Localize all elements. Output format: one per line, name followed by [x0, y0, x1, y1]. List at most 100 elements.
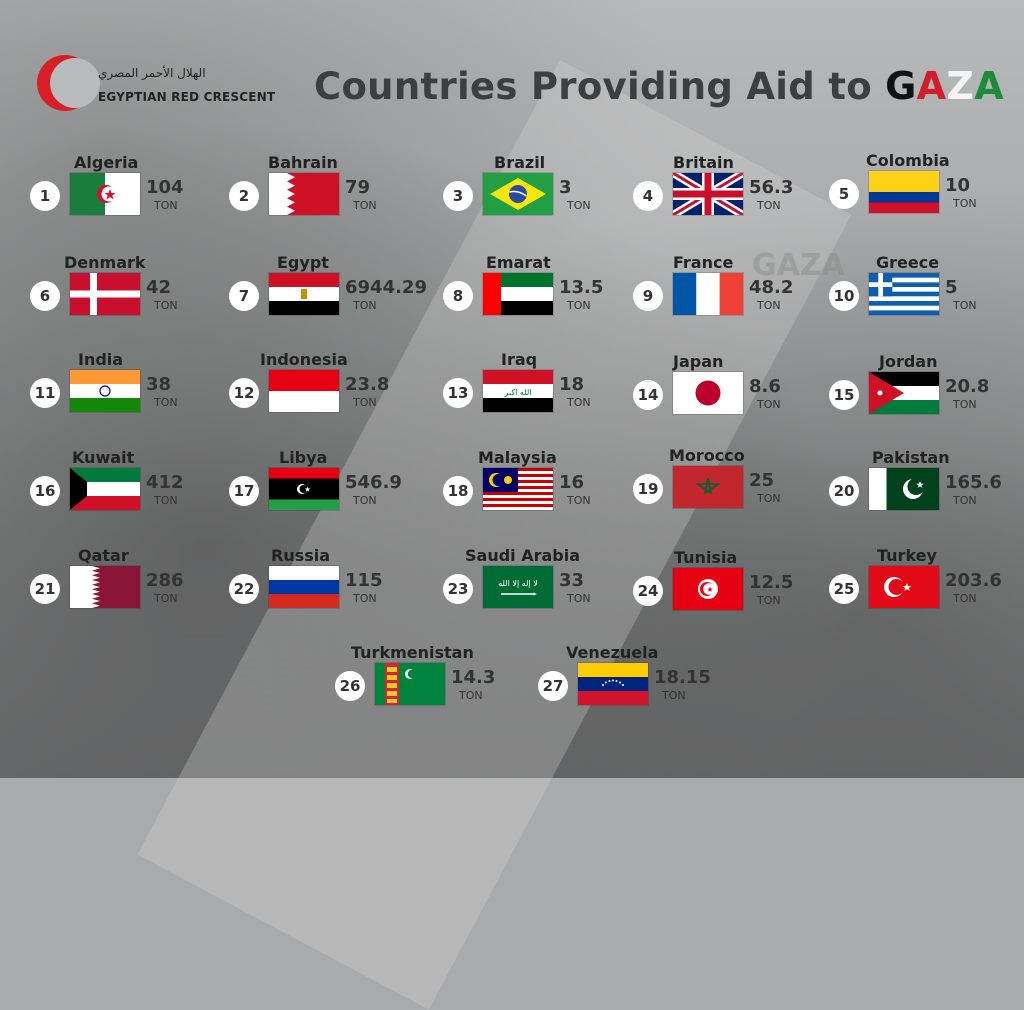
rank-badge: 23	[443, 574, 473, 604]
rank-badge: 26	[335, 671, 365, 701]
egypt-flag-icon	[269, 273, 339, 315]
rank-badge: 16	[30, 476, 60, 506]
country-name: Saudi Arabia	[465, 546, 581, 565]
rank-badge: 17	[229, 476, 259, 506]
country-name: Kuwait	[72, 448, 135, 467]
country-card: Venezuela 27 18.15 TON	[538, 643, 718, 733]
country-name: Turkmenistan	[351, 643, 474, 662]
rank-badge: 12	[229, 378, 259, 408]
aid-amount: 18.15	[654, 667, 711, 688]
rank-badge: 15	[829, 380, 859, 410]
aid-amount: 25	[749, 470, 775, 491]
aid-amount: 16	[559, 472, 585, 493]
unit-label: TON	[353, 592, 377, 605]
aid-amount: 165.6	[945, 472, 1002, 493]
denmark-flag-icon	[70, 273, 140, 315]
title-prefix: Countries Providing Aid to	[314, 65, 886, 108]
country-name: Greece	[876, 253, 940, 272]
country-card: Algeria 1 104 TON	[30, 153, 210, 243]
rank-badge: 4	[633, 181, 663, 211]
unit-label: TON	[459, 689, 483, 702]
country-name: Morocco	[669, 446, 745, 465]
country-card: Kuwait 16 412 TON	[30, 448, 210, 538]
aid-amount: 18	[559, 374, 585, 395]
aid-amount: 14.3	[451, 667, 496, 688]
gaza-letter-g: G	[885, 64, 917, 108]
aid-amount: 33	[559, 570, 585, 591]
saudi-arabia-flag-icon: لا إله إلا الله	[483, 566, 553, 608]
algeria-flag-icon	[70, 173, 140, 215]
unit-label: TON	[757, 199, 781, 212]
greece-flag-icon	[869, 273, 939, 315]
rank-badge: 7	[229, 281, 259, 311]
jordan-flag-icon	[869, 372, 939, 414]
unit-label: TON	[567, 396, 591, 409]
aid-amount: 8.6	[749, 376, 781, 397]
unit-label: TON	[353, 396, 377, 409]
title-gaza: GAZA	[885, 64, 1004, 108]
country-name: Japan	[673, 352, 724, 371]
unit-label: TON	[353, 199, 377, 212]
country-name: Emarat	[486, 253, 551, 272]
unit-label: TON	[567, 199, 591, 212]
country-card: Jordan 15 20.8 TON	[829, 352, 1009, 442]
aid-amount: 5	[945, 277, 958, 298]
country-name: Bahrain	[268, 153, 338, 172]
svg-text:الله اكبر: الله اكبر	[504, 388, 532, 397]
aid-amount: 13.5	[559, 277, 604, 298]
colombia-flag-icon	[869, 171, 939, 213]
bahrain-flag-icon	[269, 173, 339, 215]
unit-label: TON	[154, 299, 178, 312]
rank-badge: 5	[829, 179, 859, 209]
country-card: India 11 38 TON	[30, 350, 210, 440]
pakistan-flag-icon	[869, 468, 939, 510]
rank-badge: 24	[633, 576, 663, 606]
unit-label: TON	[353, 494, 377, 507]
rank-badge: 9	[633, 281, 663, 311]
country-card: Turkmenistan 26 14.3 TON	[335, 643, 515, 733]
russia-flag-icon	[269, 566, 339, 608]
gaza-letter-a: A	[916, 64, 947, 108]
rank-badge: 1	[30, 181, 60, 211]
aid-amount: 10	[945, 175, 971, 196]
unit-label: TON	[953, 398, 977, 411]
unit-label: TON	[953, 299, 977, 312]
libya-flag-icon	[269, 468, 339, 510]
rank-badge: 3	[443, 181, 473, 211]
country-card: Qatar 21 286 TON	[30, 546, 210, 636]
rank-badge: 21	[30, 574, 60, 604]
aid-amount: 115	[345, 570, 383, 591]
country-card: Bahrain 2 79 TON	[229, 153, 409, 243]
unit-label: TON	[567, 494, 591, 507]
header: الهلال الأحمر المصري EGYPTIAN RED CRESCE…	[0, 0, 1024, 140]
aid-amount: 203.6	[945, 570, 1002, 591]
svg-text:لا إله إلا الله: لا إله إلا الله	[498, 579, 538, 589]
country-card: Malaysia 18 16 TON	[443, 448, 623, 538]
country-card: Morocco 19 25 TON	[633, 446, 813, 536]
unit-label: TON	[953, 494, 977, 507]
venezuela-flag-icon	[578, 663, 648, 705]
unit-label: TON	[757, 492, 781, 505]
gaza-watermark: GAZA	[752, 248, 845, 283]
aid-amount: 6944.29	[345, 277, 427, 298]
indonesia-flag-icon	[269, 370, 339, 412]
rank-badge: 11	[30, 378, 60, 408]
aid-amount: 48.2	[749, 277, 794, 298]
rank-badge: 27	[538, 671, 568, 701]
unit-label: TON	[154, 199, 178, 212]
country-card: Turkey 25 203.6 TON	[829, 546, 1009, 636]
turkey-flag-icon	[869, 566, 939, 608]
country-name: Iraq	[501, 350, 538, 369]
country-card: Iraq 13 الله اكبر 18 TON	[443, 350, 623, 440]
country-name: Jordan	[879, 352, 938, 371]
rank-badge: 10	[829, 281, 859, 311]
gaza-letter-z: Z	[946, 64, 975, 108]
country-name: Indonesia	[260, 350, 348, 369]
morocco-flag-icon	[673, 466, 743, 508]
japan-flag-icon	[673, 372, 743, 414]
unit-label: TON	[154, 494, 178, 507]
unit-label: TON	[662, 689, 686, 702]
country-name: Algeria	[74, 153, 139, 172]
brazil-flag-icon	[483, 173, 553, 215]
country-card: Tunisia 24 12.5 TON	[633, 548, 813, 638]
